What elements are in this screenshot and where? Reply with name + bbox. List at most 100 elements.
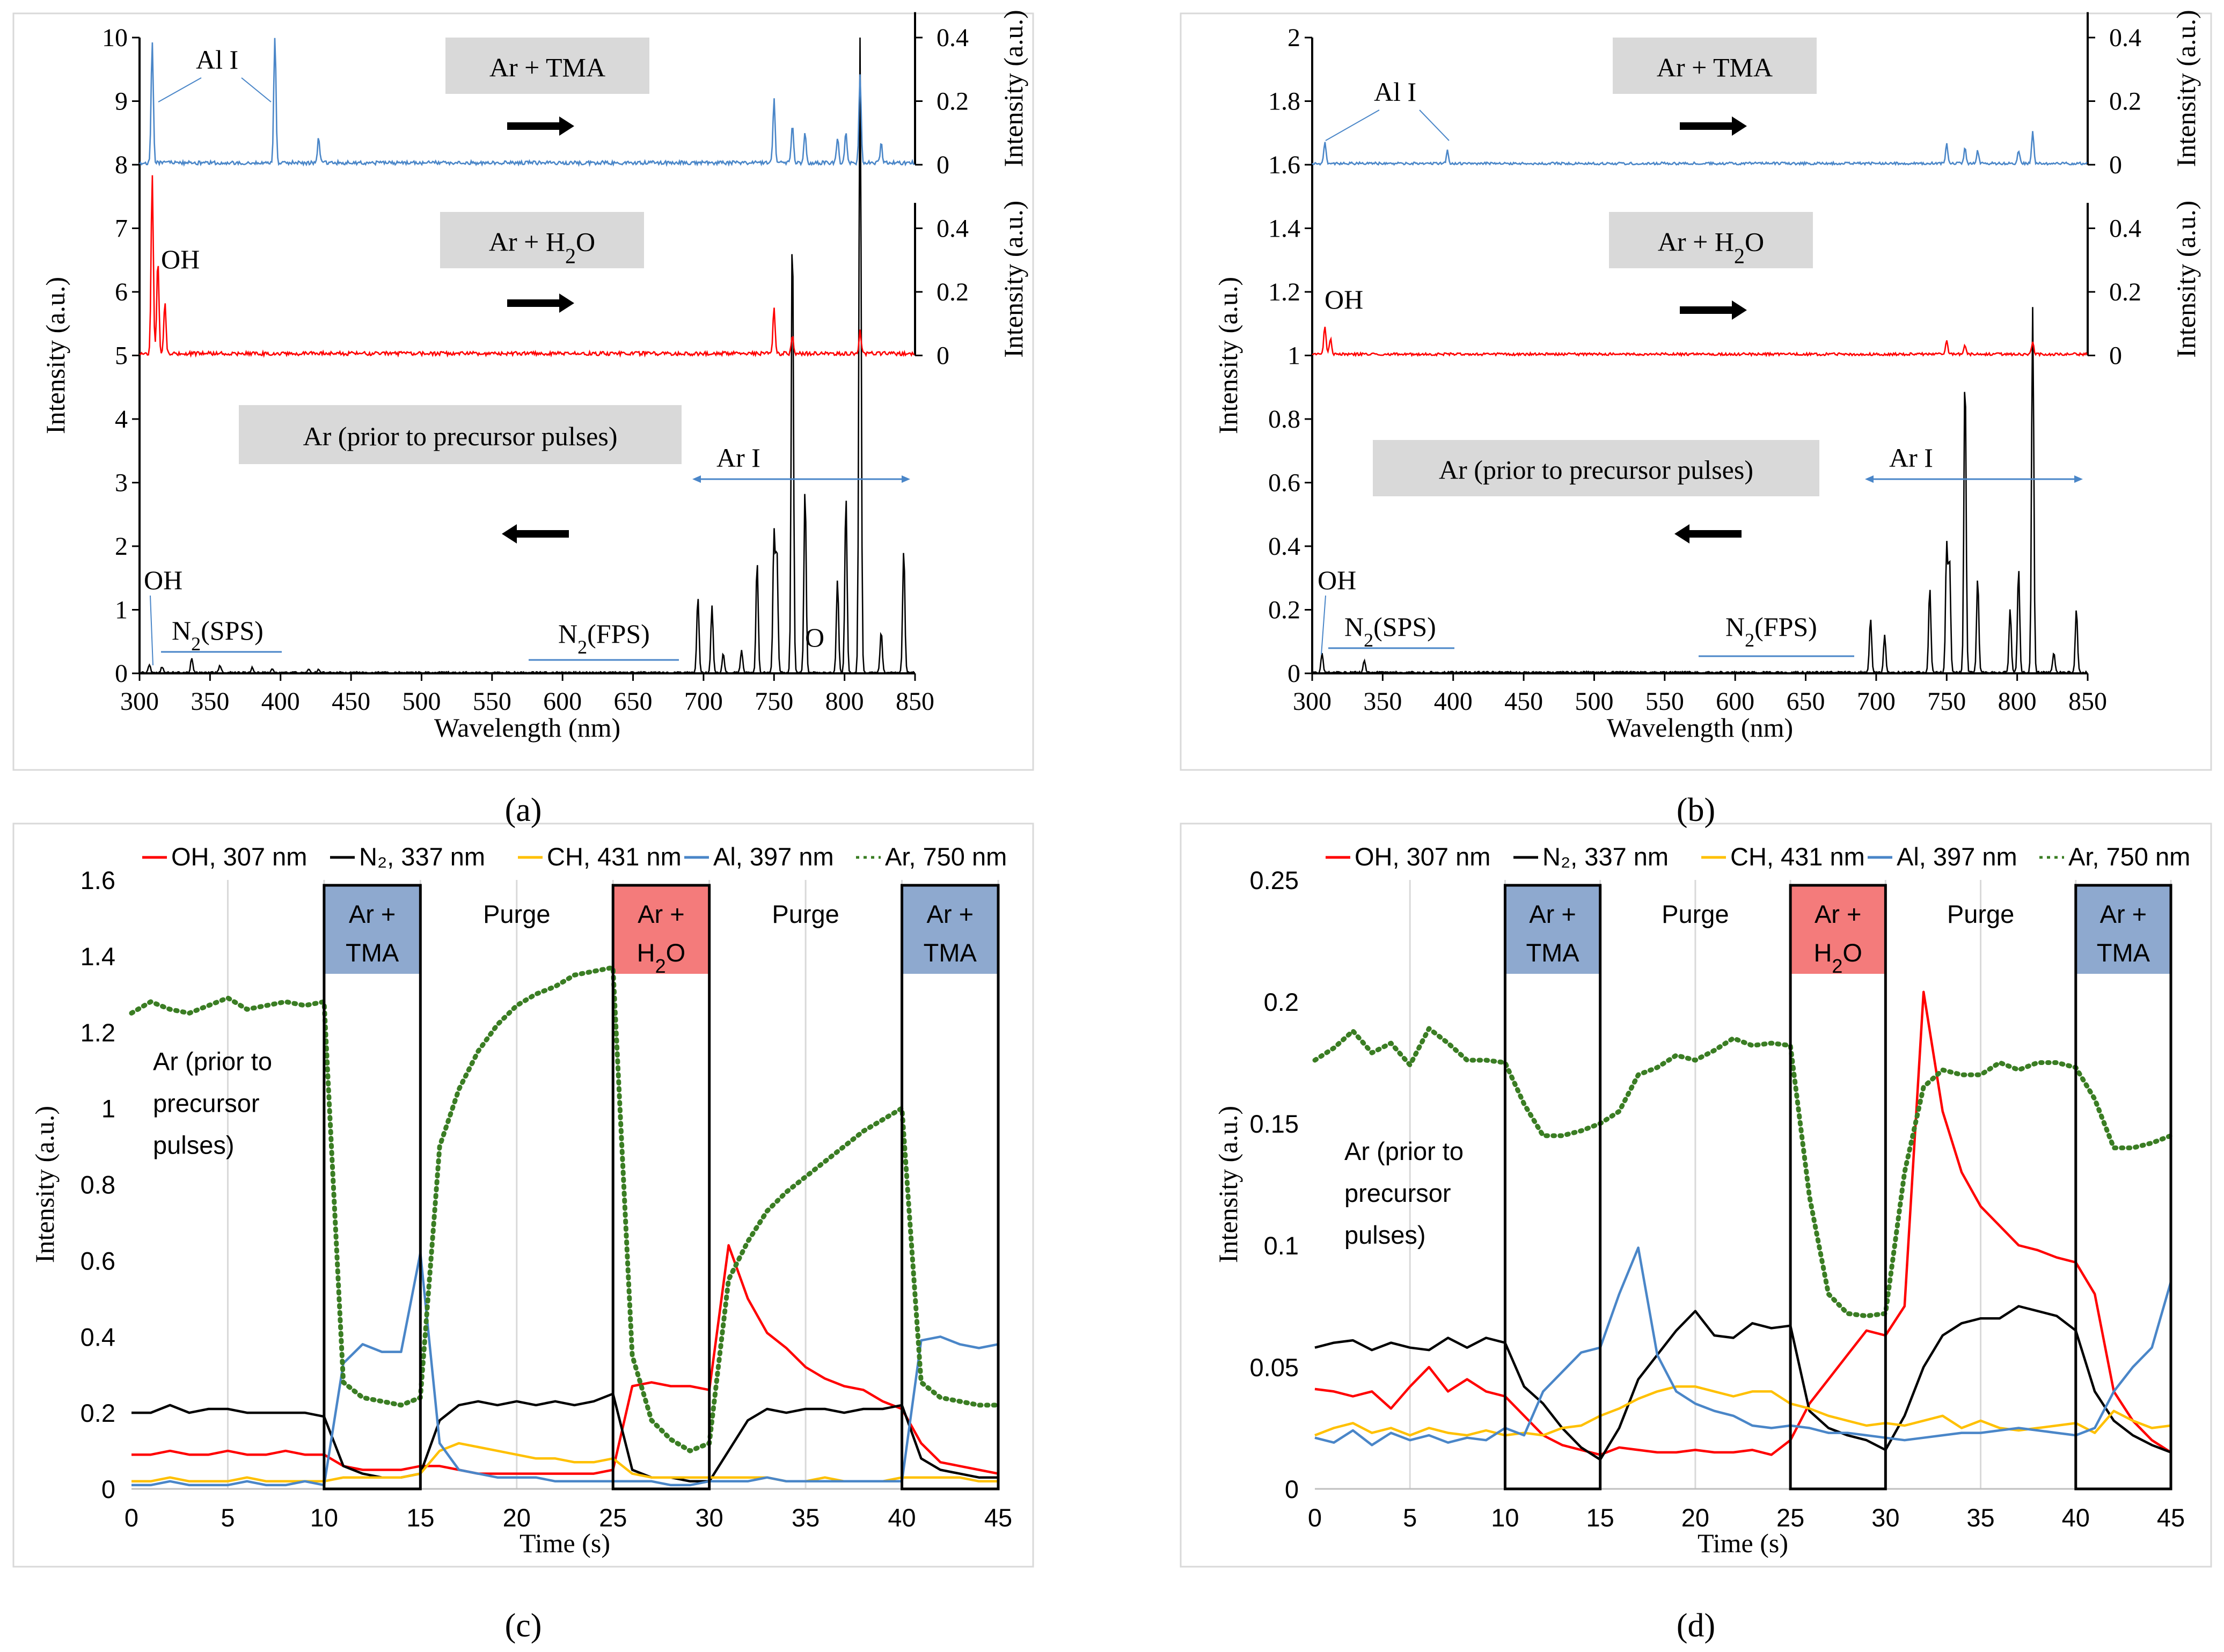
y-tick-label: 0.2 bbox=[1264, 988, 1299, 1016]
ar-i-range-head bbox=[2074, 475, 2083, 483]
x-tick-label: 10 bbox=[310, 1503, 338, 1532]
series-trace-2 bbox=[138, 38, 915, 167]
pulse-sub: 2 bbox=[655, 955, 666, 977]
x-tick-label: 25 bbox=[1776, 1503, 1804, 1532]
x-axis-title: Time (s) bbox=[520, 1528, 610, 1558]
ar-prior-note: pulses) bbox=[1344, 1221, 1426, 1249]
x-axis-title: Wavelength (nm) bbox=[1607, 713, 1793, 743]
y-tick-label: 1.4 bbox=[81, 942, 115, 971]
al-i-leader bbox=[1419, 109, 1450, 141]
x-tick-label: 550 bbox=[1645, 687, 1684, 716]
legend-box-text-box_tma: Ar + TMA bbox=[489, 53, 605, 83]
panel-d-frame bbox=[1180, 823, 2212, 1568]
x-tick-label: 800 bbox=[1998, 687, 2037, 716]
direction-arrow-head bbox=[502, 524, 517, 544]
pulse-window-outline bbox=[901, 884, 1000, 1491]
o-label: O bbox=[805, 622, 824, 652]
y-tick-label: 1.6 bbox=[81, 866, 115, 894]
purge-label: Purge bbox=[772, 900, 839, 928]
pulse-o: O bbox=[666, 938, 686, 967]
purge-label: Purge bbox=[483, 900, 550, 928]
box-h2o-rest: O bbox=[1745, 227, 1764, 257]
y-tick-label: 0.15 bbox=[1250, 1110, 1299, 1138]
pulse-label-line1: Ar + bbox=[638, 900, 685, 928]
al-i-label: Al I bbox=[196, 45, 238, 75]
n2-fps-sub: 2 bbox=[577, 636, 587, 658]
oh-leader bbox=[1321, 595, 1326, 655]
right-tick-label: 0.2 bbox=[2109, 278, 2141, 306]
x-tick-label: 0 bbox=[1308, 1503, 1322, 1532]
x-tick-label: 750 bbox=[755, 687, 793, 716]
ar-prior-note: Ar (prior to bbox=[1344, 1137, 1464, 1165]
series-line-4 bbox=[1312, 1026, 2174, 1319]
x-axis-title: Wavelength (nm) bbox=[434, 713, 620, 743]
legend-box-box_tma bbox=[445, 38, 649, 94]
series-line-2 bbox=[1314, 1385, 2171, 1437]
series-trace-2 bbox=[1311, 131, 2088, 167]
n2-fps-rest: (FPS) bbox=[1754, 612, 1817, 642]
right-tick-label: 0 bbox=[937, 342, 949, 370]
series-line-3 bbox=[131, 1251, 999, 1487]
al-i-label: Al I bbox=[1374, 77, 1416, 107]
x-tick-label: 500 bbox=[1575, 687, 1613, 716]
x-tick-label: 45 bbox=[984, 1503, 1012, 1532]
y-tick-label: 6 bbox=[115, 278, 128, 306]
ar-prior-note: precursor bbox=[153, 1089, 260, 1118]
right-tick-label: 0.4 bbox=[937, 24, 969, 52]
y-tick-label: 0.4 bbox=[81, 1323, 115, 1351]
oh-leader bbox=[150, 595, 153, 666]
y-tick-label: 0.1 bbox=[1264, 1231, 1299, 1260]
y-tick-label: 1 bbox=[115, 596, 128, 625]
purge-label: Purge bbox=[1947, 900, 2014, 928]
panel-c: 0 0.2 0.4 0.6 0.8 1 1.2 1.4 1.6 0 5 10 15 20 25 30 35 40 4… bbox=[30, 842, 1012, 1558]
x-tick-label: 10 bbox=[1491, 1503, 1519, 1532]
pulse-h: H bbox=[637, 938, 655, 967]
n2-fps-sub: 2 bbox=[1745, 629, 1754, 651]
pulse-window-outline bbox=[2074, 884, 2172, 1491]
x-tick-label: 35 bbox=[1966, 1503, 1994, 1532]
pulse-h: H bbox=[1813, 938, 1832, 967]
right-tick-label: 0.2 bbox=[937, 87, 969, 116]
right-tick-label: 0 bbox=[2109, 342, 2122, 370]
n2-fps-label: N2(FPS) bbox=[558, 619, 650, 658]
x-tick-label: 450 bbox=[1504, 687, 1543, 716]
caption-c: (c) bbox=[505, 1607, 542, 1644]
legend-entry: Al, 397 nm bbox=[1897, 842, 2017, 871]
n2-sps-rest: (SPS) bbox=[1373, 612, 1436, 642]
n2-sps-main: N bbox=[172, 615, 191, 645]
panel-a-frame bbox=[12, 12, 1034, 771]
pulse-label-line1: Ar + bbox=[1529, 900, 1576, 928]
x-tick-label: 400 bbox=[1434, 687, 1473, 716]
x-tick-label: 450 bbox=[332, 687, 370, 716]
box-h2o-main: Ar + H bbox=[489, 227, 565, 257]
pulse-label-line1: Ar + bbox=[927, 900, 974, 928]
pulse-label-line2: H2O bbox=[637, 938, 686, 977]
x-tick-label: 500 bbox=[402, 687, 441, 716]
x-axis-title: Time (s) bbox=[1698, 1528, 1788, 1558]
ar-i-range-head bbox=[692, 475, 701, 483]
ar-prior-note: precursor bbox=[1344, 1179, 1451, 1207]
y-tick-label: 1.8 bbox=[1268, 87, 1300, 116]
legend-entry: Ar, 750 nm bbox=[2068, 842, 2190, 871]
ar-prior-note: pulses) bbox=[153, 1131, 235, 1159]
pulse-window-outline bbox=[323, 884, 422, 1491]
ar-i-label: Ar I bbox=[716, 443, 760, 473]
oh-black-label: OH bbox=[1318, 565, 1356, 595]
pulse-label-line2: H2O bbox=[1813, 938, 1862, 977]
n2-sps-label: N2(SPS) bbox=[172, 615, 264, 655]
x-tick-label: 30 bbox=[1871, 1503, 1899, 1532]
right-axis-title: Intensity (a.u.) bbox=[998, 10, 1028, 167]
legend-box-text-box_ar: Ar (prior to precursor pulses) bbox=[303, 421, 618, 451]
series-line-1 bbox=[131, 1392, 998, 1483]
ar-prior-note: Ar (prior to bbox=[153, 1047, 272, 1076]
y-tick-label: 9 bbox=[115, 87, 128, 116]
legend-box-box_tma bbox=[1613, 38, 1817, 94]
right-tick-label: 0 bbox=[937, 151, 949, 179]
oh-red-label: OH bbox=[161, 244, 200, 274]
series-line-3 bbox=[1314, 1246, 2172, 1447]
y-tick-label: 5 bbox=[115, 342, 128, 370]
right-axis-title: Intensity (a.u.) bbox=[2171, 10, 2201, 167]
x-tick-label: 700 bbox=[1857, 687, 1896, 716]
series-line-2 bbox=[131, 1442, 998, 1483]
direction-arrow-head bbox=[1732, 116, 1747, 136]
